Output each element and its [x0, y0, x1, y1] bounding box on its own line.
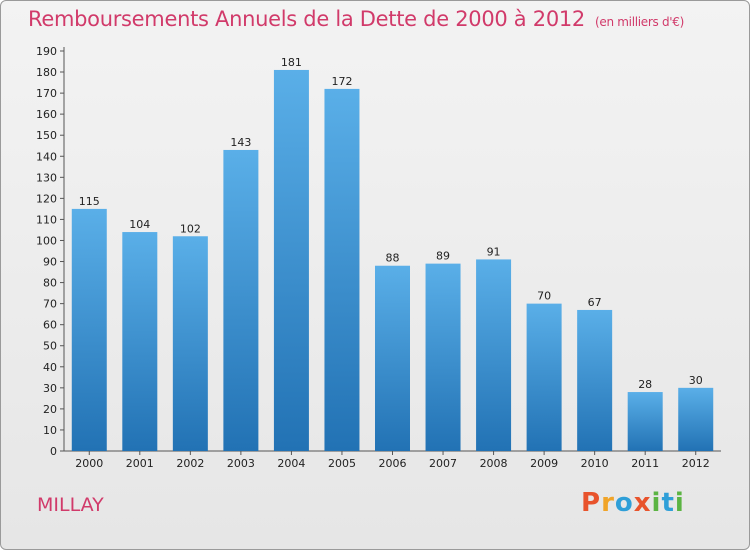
data-label-2012: 30	[689, 374, 703, 387]
y-tick-label: 40	[43, 361, 57, 374]
y-tick-label: 0	[50, 445, 57, 458]
y-axis: 0 10 20 30 40 50 60 70 80 90 100 110 120 130 140 150 160…	[36, 45, 65, 458]
x-tick-label-2003: 2003	[227, 457, 255, 470]
y-tick-label: 90	[43, 256, 57, 269]
data-label-2001: 104	[129, 218, 150, 231]
commune-name: MILLAY	[37, 494, 104, 516]
y-tick-label: 150	[36, 129, 57, 142]
y-tick-label: 70	[43, 298, 57, 311]
y-tick-label: 130	[36, 171, 57, 184]
bar-2009	[526, 303, 562, 451]
x-tick-label-2000: 2000	[75, 457, 103, 470]
x-tick-label-2002: 2002	[176, 457, 204, 470]
x-tick-label-2012: 2012	[682, 457, 710, 470]
x-tick-label-2011: 2011	[631, 457, 659, 470]
data-label-2003: 143	[230, 136, 251, 149]
x-tick-label-2005: 2005	[328, 457, 356, 470]
x-tick-label-2006: 2006	[379, 457, 407, 470]
x-axis: 2000 2001 2002 2003 2004 2005 2006 2007 2008 2009…	[64, 450, 721, 470]
bar-2000	[71, 208, 107, 451]
y-tick-label: 20	[43, 403, 57, 416]
y-tick-label: 190	[36, 45, 57, 58]
bar-2011	[627, 392, 663, 451]
y-tick-label: 100	[36, 234, 57, 247]
y-tick-label: 170	[36, 87, 57, 100]
x-tick-label-2008: 2008	[480, 457, 508, 470]
chart-title-text: Remboursements Annuels de la Dette de 20…	[28, 7, 585, 31]
y-tick-label: 180	[36, 66, 57, 79]
logo-letter: P	[581, 488, 602, 518]
bar-2008	[476, 259, 512, 451]
data-label-2005: 172	[331, 75, 352, 88]
y-tick-label: 60	[43, 319, 57, 332]
logo-letter: x	[633, 488, 652, 518]
x-tick-label-2001: 2001	[126, 457, 154, 470]
data-label-2008: 91	[487, 245, 501, 258]
bar-2006	[375, 265, 410, 451]
data-label-2002: 102	[180, 222, 201, 235]
data-label-2009: 70	[537, 290, 551, 303]
data-label-2000: 115	[79, 195, 100, 208]
data-label-2007: 89	[436, 250, 450, 263]
y-tick-label: 160	[36, 108, 57, 121]
y-tick-label: 30	[43, 382, 57, 395]
bars	[71, 69, 714, 452]
data-label-2006: 88	[386, 252, 400, 265]
logo-letter: i	[651, 488, 662, 518]
logo-letter: i	[674, 488, 685, 518]
y-tick-label: 110	[36, 213, 57, 226]
x-tick-label-2009: 2009	[530, 457, 558, 470]
y-tick-label: 50	[43, 340, 57, 353]
logo-letter: r	[601, 488, 615, 518]
chart-title: Remboursements Annuels de la Dette de 20…	[28, 7, 684, 31]
logo-letter: t	[661, 488, 675, 518]
y-tick-label: 80	[43, 277, 57, 290]
x-tick-label-2010: 2010	[581, 457, 609, 470]
bar-2007	[425, 263, 461, 451]
chart-unit: (en milliers d'€)	[595, 15, 685, 29]
bar-2002	[172, 236, 208, 451]
y-tick-label: 140	[36, 150, 57, 163]
y-tick-label: 120	[36, 192, 57, 205]
data-labels: 115 104 102 143 181 172 88 89 91 70 67 28 30	[79, 56, 703, 391]
bar-2005	[324, 88, 360, 451]
bar-2001	[122, 232, 158, 451]
data-label-2011: 28	[638, 378, 652, 391]
y-tick-label: 10	[43, 424, 57, 437]
x-tick-label-2007: 2007	[429, 457, 457, 470]
x-tick-label-2004: 2004	[277, 457, 305, 470]
proxiti-logo[interactable]: Proxiti	[581, 488, 685, 518]
data-label-2010: 67	[588, 296, 602, 309]
data-label-2004: 181	[281, 56, 302, 69]
bar-2004	[273, 69, 309, 452]
bar-2010	[577, 309, 613, 451]
bar-2012	[678, 387, 714, 451]
bar-2003	[223, 149, 259, 451]
logo-letter: o	[614, 488, 634, 518]
